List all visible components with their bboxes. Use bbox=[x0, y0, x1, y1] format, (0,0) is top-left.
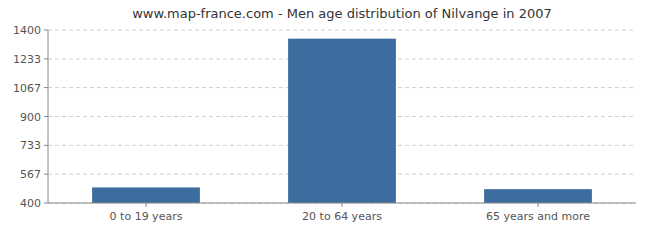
x-axis: 0 to 19 years 20 to 64 years 65 years and … bbox=[110, 203, 591, 223]
y-tick-label: 733 bbox=[20, 139, 41, 152]
x-tick-label: 65 years and more bbox=[486, 210, 590, 223]
y-tick bbox=[44, 174, 48, 175]
y-tick-label: 1233 bbox=[13, 53, 41, 66]
bar bbox=[484, 189, 592, 203]
y-tick-label: 400 bbox=[20, 197, 41, 210]
y-tick-label: 1400 bbox=[13, 24, 41, 37]
x-tick bbox=[342, 203, 343, 207]
y-tick bbox=[44, 203, 48, 204]
bars bbox=[92, 39, 592, 203]
y-tick bbox=[44, 145, 48, 146]
chart-svg: www.map-france.com - Men age distributio… bbox=[0, 0, 650, 229]
y-tick-label: 567 bbox=[20, 168, 41, 181]
y-axis: 400 567 733 900 1067 1233 1400 bbox=[13, 24, 48, 210]
grid bbox=[48, 30, 636, 203]
y-tick-label: 1067 bbox=[13, 82, 41, 95]
y-tick bbox=[44, 58, 48, 59]
bar bbox=[288, 39, 396, 203]
y-tick-label: 900 bbox=[20, 111, 41, 124]
x-tick bbox=[146, 203, 147, 207]
chart-container: www.map-france.com - Men age distributio… bbox=[0, 0, 650, 229]
title: www.map-france.com - Men age distributio… bbox=[132, 6, 552, 21]
bar bbox=[92, 187, 200, 203]
x-tick bbox=[538, 203, 539, 207]
x-tick-label: 0 to 19 years bbox=[110, 210, 183, 223]
x-tick-label: 20 to 64 years bbox=[302, 210, 382, 223]
y-tick bbox=[44, 30, 48, 31]
y-tick bbox=[44, 87, 48, 88]
y-tick bbox=[44, 116, 48, 117]
grid-line bbox=[48, 30, 636, 31]
